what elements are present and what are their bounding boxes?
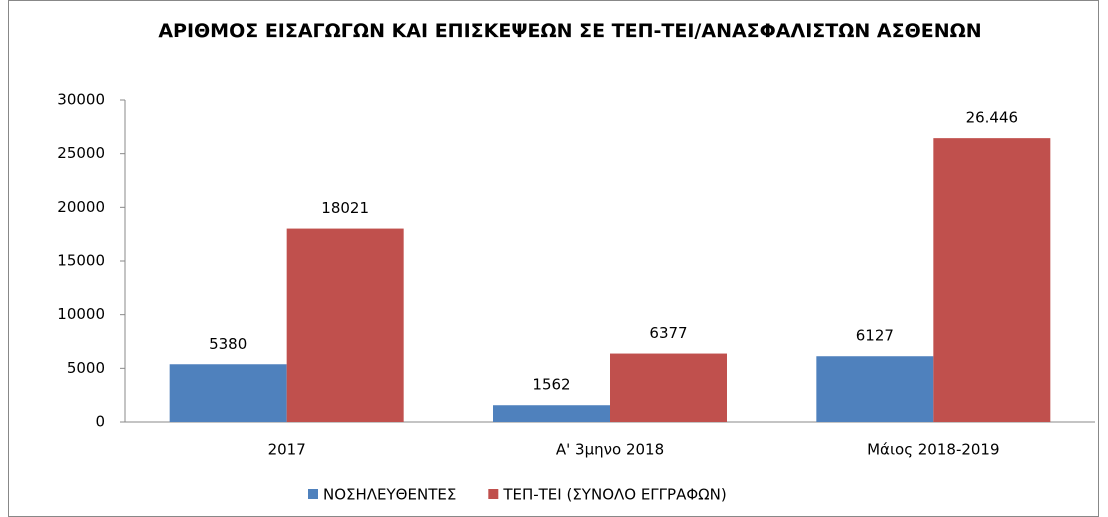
legend-label: ΝΟΣΗΛΕΥΘΕΝΤΕΣ xyxy=(323,486,456,504)
y-tick-label: 5000 xyxy=(67,359,105,377)
y-tick-label: 15000 xyxy=(57,252,105,270)
bar xyxy=(493,405,610,422)
y-tick-label: 10000 xyxy=(57,305,105,323)
y-tick-label: 20000 xyxy=(57,198,105,216)
data-label: 1562 xyxy=(532,376,570,394)
x-tick-label: Α' 3μηνο 2018 xyxy=(556,441,664,459)
x-tick-label: 2017 xyxy=(268,441,306,459)
x-tick-label: Μάιος 2018-2019 xyxy=(867,441,999,459)
chart-title: ΑΡΙΘΜΟΣ ΕΙΣΑΓΩΓΩΝ ΚΑΙ ΕΠΙΣΚΕΨΕΩΝ ΣΕ ΤΕΠ-… xyxy=(158,20,982,42)
bar xyxy=(286,228,404,422)
y-tick-label: 0 xyxy=(95,413,105,431)
bar xyxy=(816,356,934,422)
bar xyxy=(610,353,727,422)
y-tick-label: 30000 xyxy=(57,91,105,109)
data-label: 18021 xyxy=(321,199,369,217)
data-label: 26.446 xyxy=(966,109,1019,127)
bar xyxy=(169,364,287,422)
data-label: 6127 xyxy=(856,327,894,345)
legend-swatch xyxy=(488,489,499,499)
y-tick-label: 25000 xyxy=(57,144,105,162)
chart-frame xyxy=(8,0,1099,517)
legend-label: ΤΕΠ-ΤΕΙ (ΣΥΝΟΛΟ ΕΓΓΡΑΦΩΝ) xyxy=(502,486,726,504)
data-label: 6377 xyxy=(649,324,687,342)
data-label: 5380 xyxy=(209,335,247,353)
legend-swatch xyxy=(308,489,318,499)
bar xyxy=(933,138,1051,422)
